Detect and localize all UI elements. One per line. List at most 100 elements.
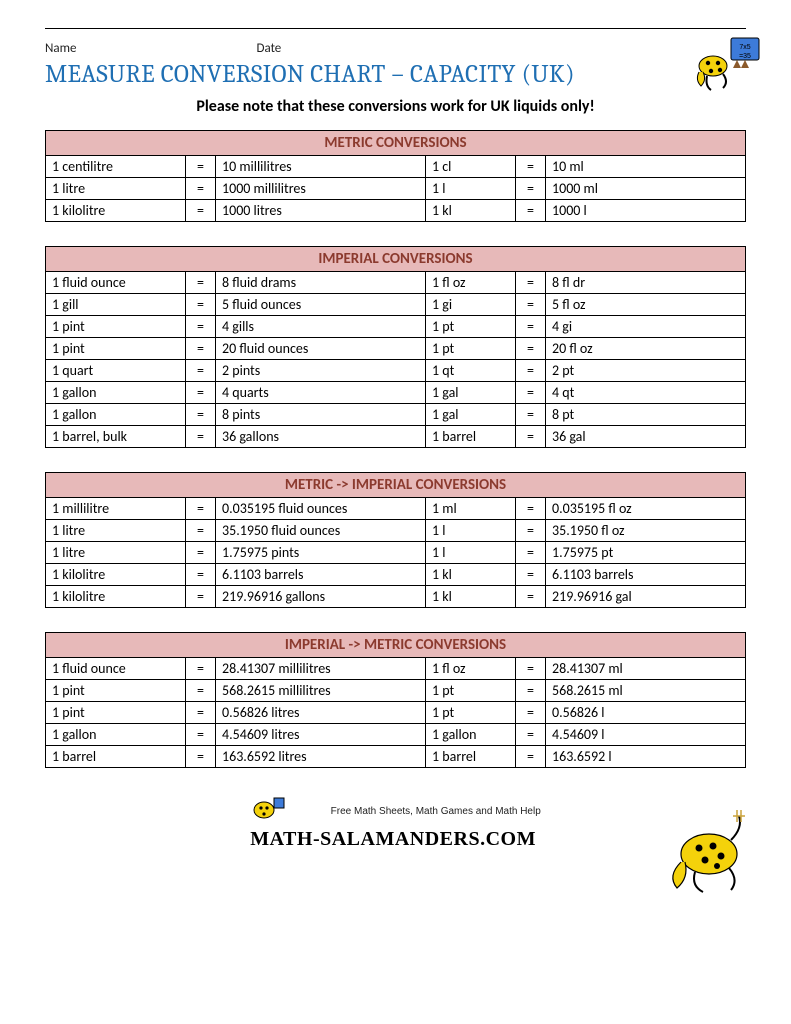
table-cell: 4.54609 l bbox=[546, 724, 746, 746]
table-cell: 1000 millilitres bbox=[216, 178, 426, 200]
table-cell: = bbox=[186, 382, 216, 404]
table-row: 1 gallon=4 quarts1 gal=4 qt bbox=[46, 382, 746, 404]
table-row: 1 gill=5 fluid ounces1 gi=5 fl oz bbox=[46, 294, 746, 316]
table-cell: = bbox=[516, 316, 546, 338]
table-cell: = bbox=[186, 294, 216, 316]
table-row: 1 pint=4 gills1 pt=4 gi bbox=[46, 316, 746, 338]
table-row: 1 barrel, bulk=36 gallons1 barrel=36 gal bbox=[46, 426, 746, 448]
section-header: METRIC CONVERSIONS bbox=[46, 131, 746, 156]
conversion-table: IMPERIAL -> METRIC CONVERSIONS1 fluid ou… bbox=[45, 632, 746, 768]
table-row: 1 gallon=8 pints1 gal=8 pt bbox=[46, 404, 746, 426]
table-row: 1 gallon=4.54609 litres1 gallon=4.54609 … bbox=[46, 724, 746, 746]
table-cell: 1 centilitre bbox=[46, 156, 186, 178]
table-cell: 35.1950 fl oz bbox=[546, 520, 746, 542]
table-cell: 1 millilitre bbox=[46, 498, 186, 520]
table-cell: = bbox=[516, 586, 546, 608]
table-cell: 1 barrel bbox=[46, 746, 186, 768]
table-row: 1 kilolitre=1000 litres1 kl=1000 l bbox=[46, 200, 746, 222]
table-cell: 1 pt bbox=[426, 702, 516, 724]
meta-row: Name Date bbox=[45, 41, 746, 56]
table-cell: = bbox=[516, 746, 546, 768]
table-cell: = bbox=[516, 382, 546, 404]
table-row: 1 pint=0.56826 litres1 pt=0.56826 l bbox=[46, 702, 746, 724]
table-cell: = bbox=[186, 542, 216, 564]
table-cell: = bbox=[516, 724, 546, 746]
table-cell: 1 pint bbox=[46, 702, 186, 724]
top-rule bbox=[45, 28, 746, 29]
table-cell: 20 fluid ounces bbox=[216, 338, 426, 360]
table-cell: 1 kilolitre bbox=[46, 564, 186, 586]
table-cell: 1 pint bbox=[46, 316, 186, 338]
table-cell: 1 pt bbox=[426, 680, 516, 702]
table-cell: = bbox=[516, 156, 546, 178]
table-cell: = bbox=[516, 702, 546, 724]
table-cell: 163.6592 l bbox=[546, 746, 746, 768]
table-cell: 4 qt bbox=[546, 382, 746, 404]
table-row: 1 kilolitre=6.1103 barrels1 kl=6.1103 ba… bbox=[46, 564, 746, 586]
salamander-logo-icon: 7x5 =35 bbox=[693, 36, 763, 96]
table-cell: 35.1950 fluid ounces bbox=[216, 520, 426, 542]
table-cell: = bbox=[186, 680, 216, 702]
table-cell: 1 barrel, bulk bbox=[46, 426, 186, 448]
table-cell: 163.6592 litres bbox=[216, 746, 426, 768]
table-cell: = bbox=[186, 586, 216, 608]
table-cell: 1 pt bbox=[426, 338, 516, 360]
svg-text:7x5: 7x5 bbox=[739, 44, 750, 51]
table-cell: 8 fluid drams bbox=[216, 272, 426, 294]
table-cell: 1 pint bbox=[46, 680, 186, 702]
table-cell: 1 fl oz bbox=[426, 658, 516, 680]
table-cell: 1 l bbox=[426, 542, 516, 564]
table-cell: 1 fl oz bbox=[426, 272, 516, 294]
tables-container: METRIC CONVERSIONS1 centilitre=10 millil… bbox=[45, 130, 746, 768]
table-cell: = bbox=[186, 404, 216, 426]
table-cell: 1.75975 pints bbox=[216, 542, 426, 564]
table-cell: 10 ml bbox=[546, 156, 746, 178]
table-cell: 6.1103 barrels bbox=[216, 564, 426, 586]
table-cell: = bbox=[516, 404, 546, 426]
table-cell: = bbox=[186, 272, 216, 294]
table-cell: = bbox=[516, 498, 546, 520]
table-row: 1 millilitre=0.035195 fluid ounces1 ml=0… bbox=[46, 498, 746, 520]
table-cell: 4 gi bbox=[546, 316, 746, 338]
table-cell: 1 barrel bbox=[426, 426, 516, 448]
table-row: 1 quart=2 pints1 qt=2 pt bbox=[46, 360, 746, 382]
table-row: 1 pint=568.2615 millilitres1 pt=568.2615… bbox=[46, 680, 746, 702]
table-cell: 568.2615 ml bbox=[546, 680, 746, 702]
table-cell: 0.56826 l bbox=[546, 702, 746, 724]
table-row: 1 kilolitre=219.96916 gallons1 kl=219.96… bbox=[46, 586, 746, 608]
table-cell: 1 fluid ounce bbox=[46, 658, 186, 680]
footer-logo-icon bbox=[250, 792, 286, 828]
conversion-table: METRIC -> IMPERIAL CONVERSIONS1 millilit… bbox=[45, 472, 746, 608]
table-cell: 1 gal bbox=[426, 382, 516, 404]
table-cell: 568.2615 millilitres bbox=[216, 680, 426, 702]
table-cell: = bbox=[186, 316, 216, 338]
table-row: 1 fluid ounce=8 fluid drams1 fl oz=8 fl … bbox=[46, 272, 746, 294]
table-cell: 1 gallon bbox=[426, 724, 516, 746]
name-label: Name bbox=[45, 41, 76, 56]
table-cell: = bbox=[186, 520, 216, 542]
table-cell: 36 gal bbox=[546, 426, 746, 448]
table-cell: = bbox=[516, 200, 546, 222]
table-cell: 1 gill bbox=[46, 294, 186, 316]
table-cell: = bbox=[186, 156, 216, 178]
table-cell: = bbox=[186, 360, 216, 382]
table-cell: 1 l bbox=[426, 178, 516, 200]
footer-tagline: Free Math Sheets, Math Games and Math He… bbox=[331, 806, 541, 817]
table-cell: 8 pints bbox=[216, 404, 426, 426]
table-cell: 1000 ml bbox=[546, 178, 746, 200]
table-cell: 1 kl bbox=[426, 586, 516, 608]
table-cell: 28.41307 ml bbox=[546, 658, 746, 680]
table-cell: 1 kilolitre bbox=[46, 586, 186, 608]
table-cell: 2 pints bbox=[216, 360, 426, 382]
salamander-corner-icon bbox=[661, 806, 756, 896]
table-cell: 219.96916 gallons bbox=[216, 586, 426, 608]
date-label: Date bbox=[256, 41, 281, 56]
table-cell: 1 pt bbox=[426, 316, 516, 338]
table-cell: 219.96916 gal bbox=[546, 586, 746, 608]
table-cell: 1 gallon bbox=[46, 382, 186, 404]
table-cell: 5 fluid ounces bbox=[216, 294, 426, 316]
table-cell: 1 kl bbox=[426, 200, 516, 222]
page-title: MEASURE CONVERSION CHART – CAPACITY (UK) bbox=[45, 60, 746, 89]
footer-brand: Free Math Sheets, Math Games and Math He… bbox=[250, 792, 541, 851]
table-row: 1 fluid ounce=28.41307 millilitres1 fl o… bbox=[46, 658, 746, 680]
